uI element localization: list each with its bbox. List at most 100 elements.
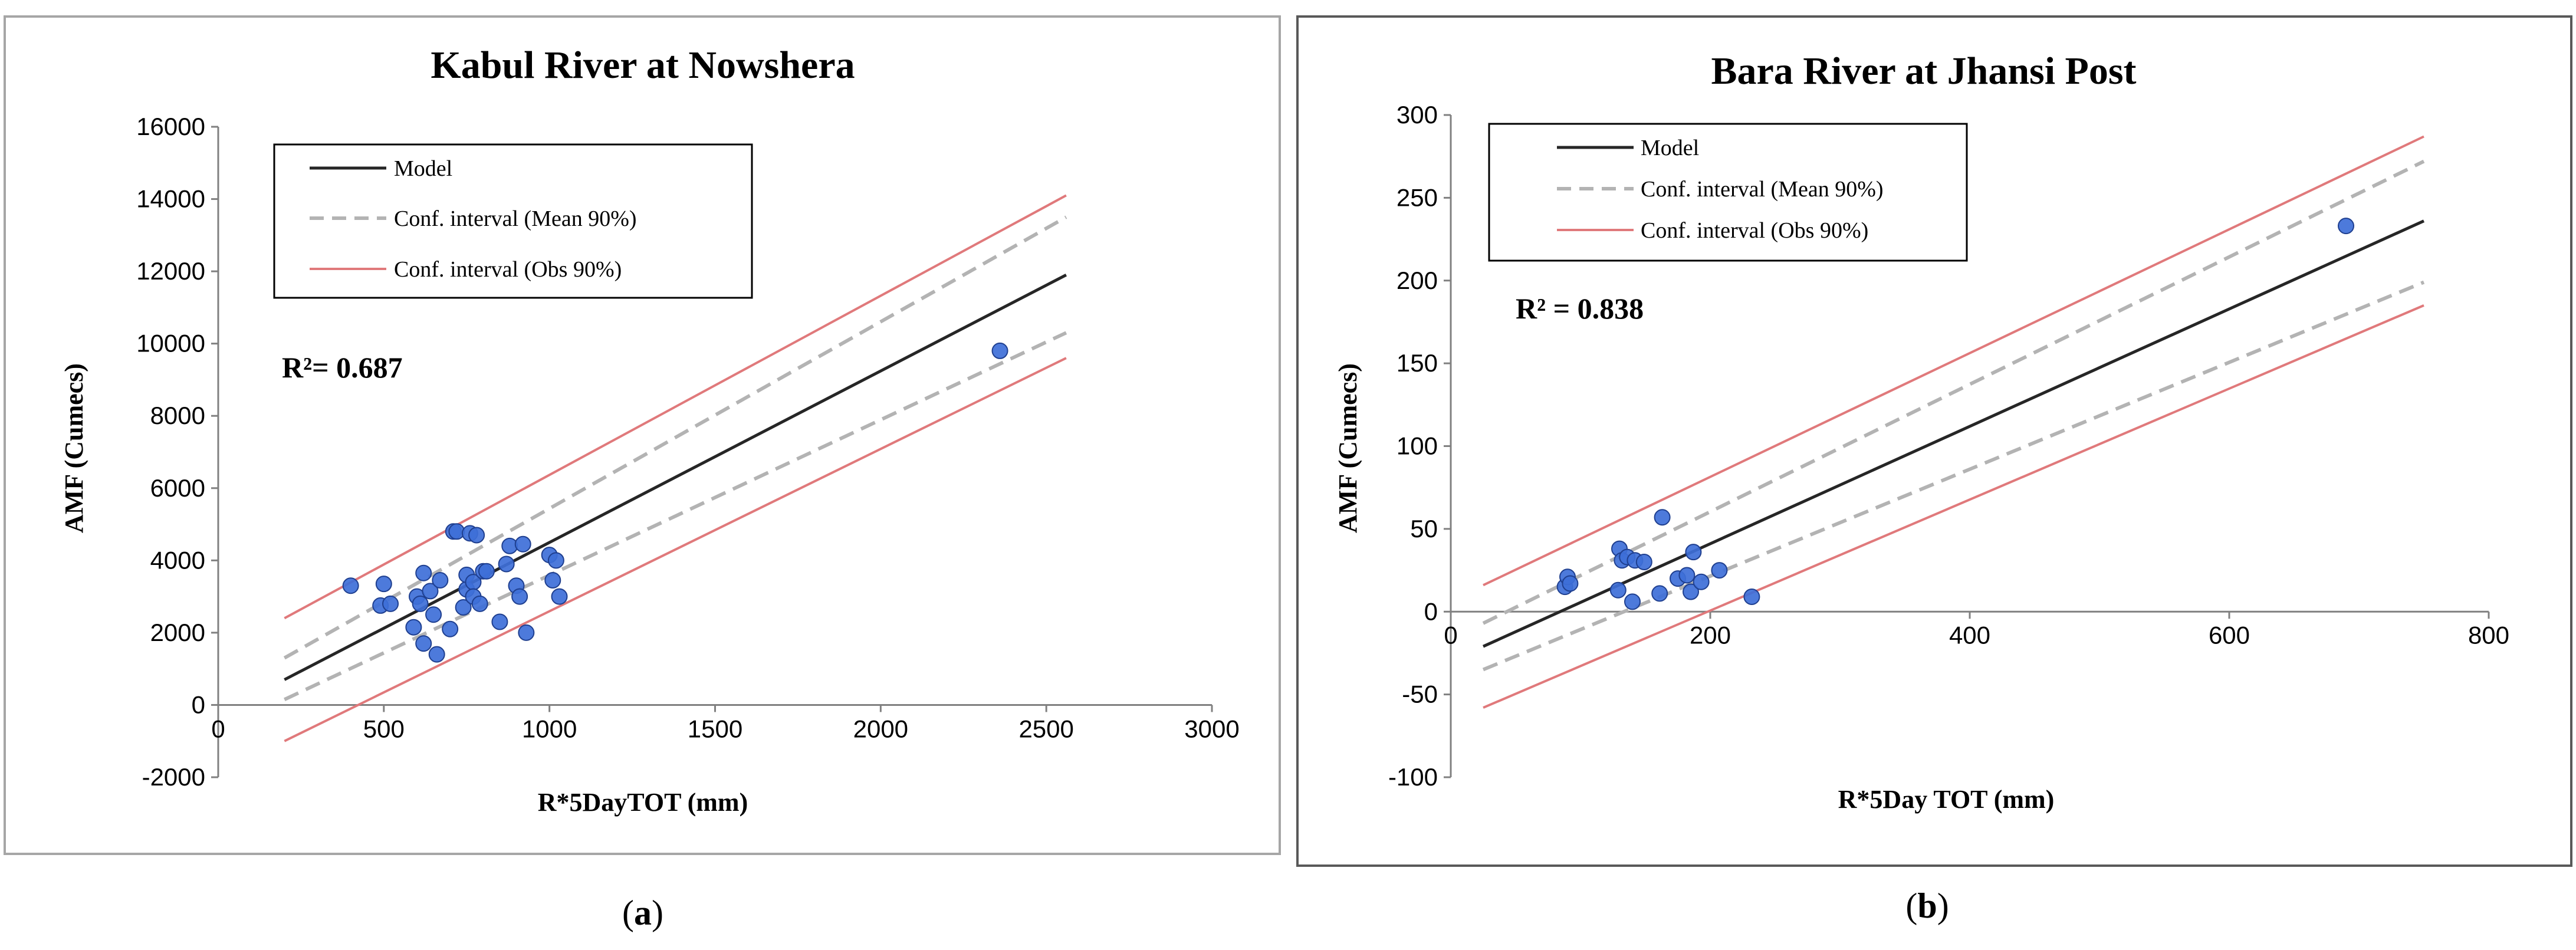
series-line-obs-ci-lower-b (1483, 304, 2424, 709)
y-tick-label-b: -50 (1402, 681, 1438, 708)
legend-label-model-b: Model (1641, 136, 1699, 160)
data-point-b (1624, 593, 1641, 610)
chart-panel-a: Kabul River at Nowshera -200002000400060… (4, 15, 1281, 855)
series-line-mean-ci-lower-a (284, 331, 1067, 701)
data-point-a (491, 613, 508, 630)
chart-frame-a (4, 15, 1281, 855)
data-point-a (425, 606, 442, 623)
data-point-a (551, 588, 568, 605)
y-tick-label-a: 14000 (136, 185, 205, 213)
data-point-a (382, 595, 399, 612)
panel-caption-a: (a) (622, 893, 663, 932)
y-tick-label-a: 2000 (150, 619, 205, 646)
data-point-b (1683, 583, 1699, 600)
x-tick-label-b: 400 (1949, 621, 1990, 649)
data-point-b (1654, 509, 1671, 526)
x-axis-title-b: R*5Day TOT (mm) (1838, 785, 2055, 814)
legend-label-obs-ci-b: Conf. interval (Obs 90%) (1641, 218, 1868, 243)
series-line-obs-ci-upper-b (1483, 135, 2424, 587)
x-tick-label-a: 500 (363, 715, 405, 742)
legend-label-mean-ci-a: Conf. interval (Mean 90%) (394, 206, 637, 231)
y-tick-label-b: 200 (1397, 267, 1438, 294)
legend-label-mean-ci-b: Conf. interval (Mean 90%) (1641, 177, 1884, 202)
data-point-a (468, 527, 485, 544)
legend-box-a (273, 143, 753, 299)
legend-b: Model Conf. interval (Mean 90%) Conf. in… (1488, 123, 1968, 262)
y-tick-label-b: 250 (1397, 183, 1438, 211)
y-tick-label-b: 100 (1397, 432, 1438, 460)
data-point-a (428, 646, 445, 663)
data-point-a (471, 595, 488, 612)
panel-caption-letter-b: b (1917, 886, 1937, 925)
data-point-b (1693, 573, 1710, 590)
y-tick-label-b: 50 (1410, 515, 1438, 543)
panel-caption-letter-a: a (634, 893, 652, 932)
data-point-a (498, 555, 515, 573)
panel-caption-b: (b) (1905, 886, 1949, 925)
data-point-b (1609, 581, 1627, 599)
data-point-a (511, 588, 528, 605)
x-tick-label-b: 600 (2209, 621, 2250, 649)
y-tick-label-a: 4000 (150, 546, 205, 574)
x-axis-title-a: R*5DayTOT (mm) (538, 788, 748, 817)
data-point-a (422, 583, 439, 600)
x-tick-label-b: 0 (1444, 621, 1457, 649)
chart-title-a: Kabul River at Nowshera (431, 44, 855, 87)
x-tick-label-a: 1000 (522, 715, 577, 742)
data-point-a (432, 572, 449, 589)
y-tick-label-a: 16000 (136, 113, 205, 140)
series-line-obs-ci-upper-a (284, 194, 1067, 620)
legend-label-model-a: Model (394, 156, 452, 181)
data-point-b (1685, 544, 1702, 561)
x-tick-label-a: 2500 (1018, 715, 1073, 742)
y-tick-label-b: 150 (1397, 349, 1438, 377)
y-tick-label-a: 6000 (150, 474, 205, 502)
data-point-a (412, 595, 429, 612)
y-tick-label-b: -100 (1388, 763, 1438, 791)
y-axis-title-a: AMF (Cumecs) (60, 363, 88, 533)
data-point-a (544, 572, 561, 589)
data-point-a (518, 624, 535, 641)
data-point-a (342, 577, 359, 594)
x-tick-label-a: 3000 (1184, 715, 1239, 742)
x-tick-label-a: 1500 (688, 715, 742, 742)
plot-area-b: -100 -50 0 50 100 150 200 250 300 0 200 400 600 800 (1388, 101, 2509, 791)
series-line-mean-ci-lower-b (1482, 280, 2425, 672)
data-point-b (1562, 575, 1579, 592)
data-point-a (991, 342, 1008, 359)
data-point-a (455, 599, 472, 616)
x-tick-label-b: 800 (2468, 621, 2509, 649)
chart-title-b: Bara River at Jhansi Post (1711, 50, 2136, 93)
series-line-obs-ci-lower-a (284, 357, 1067, 742)
y-tick-label-b: 0 (1424, 597, 1438, 625)
r-squared-label-b: R² = 0.838 (1516, 292, 1644, 325)
data-point-b (1711, 562, 1728, 579)
chart-panel-b: Bara River at Jhansi Post -100 -50 0 50 100 1… (1296, 15, 2572, 867)
legend-label-obs-ci-a: Conf. interval (Obs 90%) (394, 257, 622, 282)
r-squared-label-a: R²= 0.687 (282, 351, 403, 384)
data-point-b (1651, 585, 1668, 602)
series-line-mean-ci-upper-b (1482, 159, 2425, 625)
y-tick-label-a: 8000 (150, 402, 205, 429)
series-line-model-b (1482, 219, 2425, 648)
data-point-a (375, 576, 392, 593)
plot-area-a: -200002000400060008000100001200014000160… (136, 113, 1240, 791)
y-tick-label-b: 300 (1397, 101, 1438, 129)
series-line-model-a (284, 274, 1067, 681)
data-point-a (415, 635, 432, 652)
y-tick-label-a: 0 (192, 691, 205, 718)
y-tick-label-a: -2000 (142, 763, 205, 791)
data-point-a (442, 620, 459, 637)
y-tick-label-a: 12000 (136, 257, 205, 285)
data-point-b (1678, 567, 1696, 584)
x-tick-label-b: 200 (1690, 621, 1731, 649)
legend-a: Model Conf. interval (Mean 90%) Conf. in… (273, 143, 753, 299)
data-point-a (478, 563, 495, 580)
data-point-a (547, 552, 564, 569)
data-point-b (1743, 588, 1760, 605)
y-tick-label-a: 10000 (136, 330, 205, 357)
x-tick-label-a: 0 (211, 715, 225, 742)
data-point-a (405, 619, 422, 636)
data-point-a (415, 564, 432, 581)
